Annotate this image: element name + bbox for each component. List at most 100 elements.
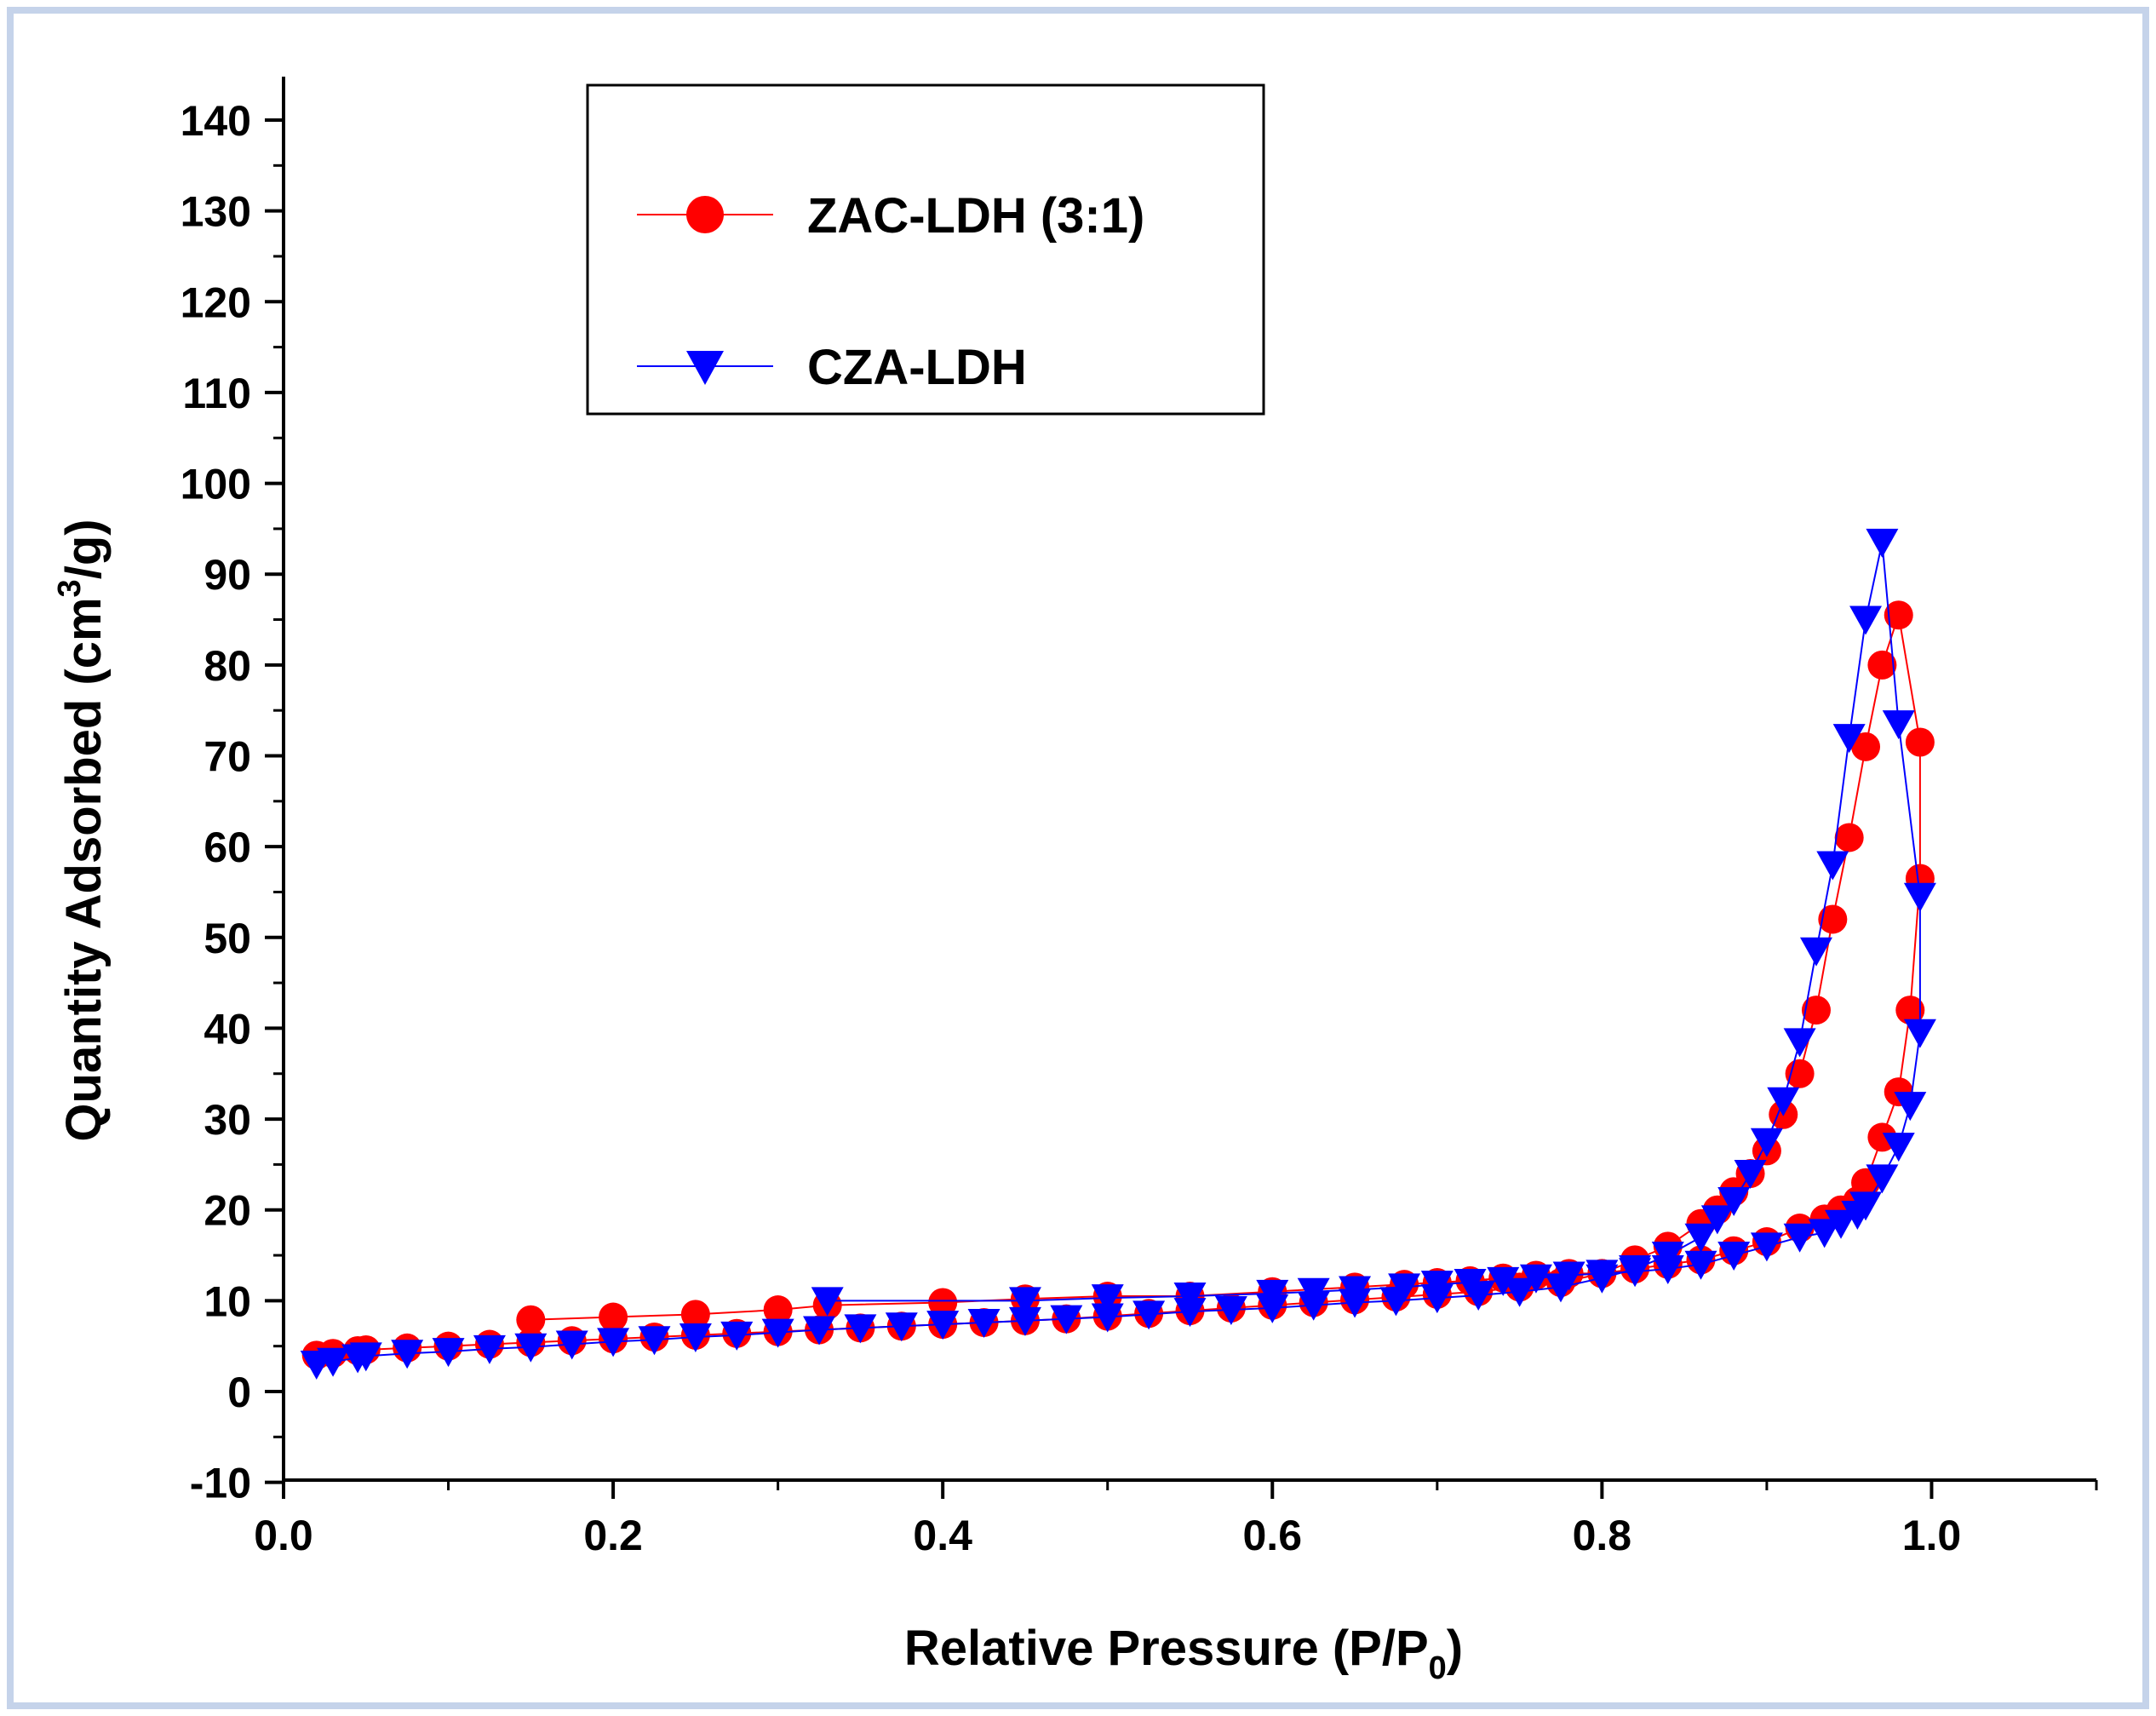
data-point (1519, 1264, 1552, 1294)
y-tick-label: 10 (204, 1277, 251, 1325)
data-point (1214, 1296, 1247, 1326)
data-point (1851, 732, 1881, 761)
data-point (1008, 1306, 1041, 1336)
data-point (1585, 1260, 1619, 1289)
y-axis-title-superscript: 3 (52, 579, 88, 597)
x-tick-label: 0.0 (254, 1512, 313, 1559)
data-point (1849, 605, 1883, 635)
x-tick-label: 1.0 (1902, 1512, 1962, 1559)
data-point (1818, 904, 1848, 934)
y-axis-title-close: /g) (56, 519, 112, 579)
data-point (1050, 1305, 1083, 1334)
x-axis-title-subscript: 0 (1429, 1650, 1447, 1686)
data-point (1894, 1092, 1927, 1122)
data-point (1388, 1273, 1421, 1303)
data-point (1884, 600, 1913, 630)
series-layer (300, 528, 1936, 1380)
data-point (1297, 1277, 1330, 1307)
data-point (1256, 1279, 1289, 1309)
data-point (1619, 1258, 1652, 1288)
data-point (1420, 1271, 1454, 1300)
x-axis-title-close: ) (1447, 1621, 1463, 1676)
x-ticks: 0.0 0.2 0.4 0.6 0.8 1.0 (254, 1480, 2098, 1559)
data-point (1173, 1298, 1207, 1328)
data-point (1903, 1019, 1936, 1048)
data-point (1866, 1164, 1899, 1194)
x-tick-label: 0.4 (913, 1512, 972, 1559)
data-point (1783, 1028, 1816, 1058)
data-point (349, 1342, 382, 1372)
legend-box (586, 83, 1265, 416)
data-point (885, 1312, 918, 1342)
data-point (1882, 1133, 1915, 1162)
data-point (967, 1308, 1001, 1338)
data-point (1552, 1261, 1585, 1291)
data-point (473, 1334, 506, 1364)
data-point (1808, 1219, 1841, 1248)
legend-label-zac: ZAC-LDH (3:1) (807, 188, 1144, 244)
y-tick-label: -10 (190, 1460, 251, 1507)
data-point (1825, 1209, 1858, 1239)
legend: ZAC-LDH (3:1) CZA-LDH (586, 83, 1265, 416)
data-point (1867, 650, 1897, 680)
data-point (1684, 1250, 1717, 1280)
data-point (844, 1314, 877, 1344)
y-tick-label: 120 (181, 278, 251, 326)
data-point (516, 1305, 546, 1334)
data-point (1832, 724, 1866, 754)
y-tick-label: 0 (227, 1369, 251, 1416)
data-point (599, 1302, 628, 1332)
data-point (597, 1328, 630, 1357)
data-point (1767, 1087, 1800, 1116)
legend-label-cza: CZA-LDH (807, 340, 1027, 395)
data-point (803, 1316, 836, 1346)
x-tick-label: 0.2 (583, 1512, 643, 1559)
data-point (1684, 1223, 1717, 1253)
x-axis-title-main: Relative Pressure (P/P (904, 1621, 1429, 1676)
data-point (1895, 996, 1925, 1025)
data-point (926, 1311, 960, 1340)
data-point (1339, 1276, 1372, 1306)
data-point (514, 1333, 548, 1363)
y-tick-label: 80 (204, 642, 251, 690)
legend-marker-cza (686, 351, 724, 385)
data-point (1651, 1255, 1684, 1285)
data-point (317, 1347, 350, 1377)
data-point (1734, 1160, 1767, 1190)
data-point (1091, 1303, 1124, 1333)
data-point (1503, 1277, 1536, 1307)
x-axis-title: Relative Pressure (P/P0) (904, 1621, 1463, 1686)
data-point (1903, 882, 1936, 912)
data-point (1816, 851, 1849, 881)
data-point (1750, 1128, 1783, 1157)
data-point (1487, 1266, 1520, 1296)
y-tick-label: 100 (181, 461, 251, 508)
plot-frame (282, 77, 2096, 1482)
data-point (811, 1287, 844, 1317)
y-tick-label: 70 (204, 733, 251, 781)
data-point (1700, 1205, 1734, 1235)
data-point (1801, 996, 1831, 1025)
y-tick-label: 60 (204, 824, 251, 871)
y-tick-label: 40 (204, 1005, 251, 1053)
data-point (1834, 823, 1864, 852)
data-point (1091, 1284, 1124, 1314)
data-point (1882, 710, 1915, 740)
data-point (1008, 1287, 1041, 1317)
y-tick-label: 140 (181, 97, 251, 145)
data-point (1717, 1187, 1751, 1217)
y-tick-label: 30 (204, 1096, 251, 1144)
data-point (432, 1338, 465, 1368)
x-tick-label: 0.8 (1573, 1512, 1632, 1559)
data-point (1750, 1232, 1783, 1262)
data-point (763, 1295, 793, 1325)
legend-marker-zac (686, 196, 724, 233)
y-axis-title-main: Quantity Adsorbed (cm (56, 597, 112, 1141)
data-point (720, 1321, 754, 1351)
y-tick-label: 20 (204, 1187, 251, 1235)
data-point (1454, 1269, 1487, 1299)
data-point (1799, 937, 1832, 967)
data-point (555, 1330, 588, 1360)
data-point (1866, 528, 1899, 558)
data-point (679, 1323, 712, 1353)
